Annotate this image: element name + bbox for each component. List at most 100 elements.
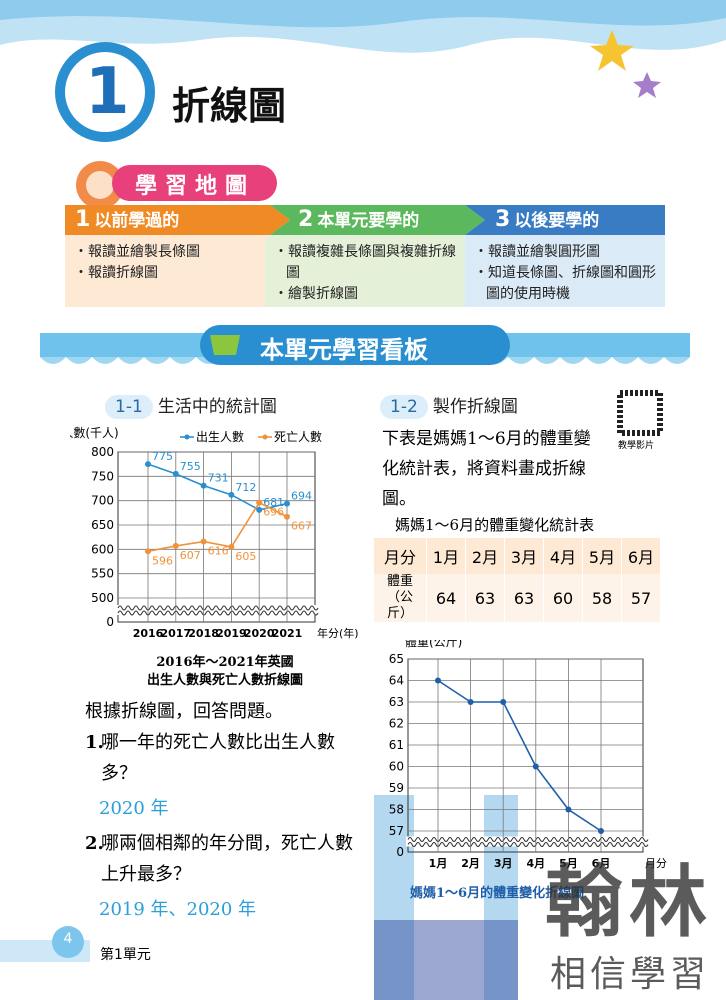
plot-area	[407, 658, 644, 853]
map-item: 報讀並繪製長條圖	[72, 242, 257, 263]
data-label: 755	[180, 460, 201, 473]
header-cell: 6月	[621, 538, 661, 574]
section-head: 1-2 製作折線圖	[380, 392, 518, 419]
map-item: 報讀折線圖	[72, 263, 257, 284]
header-cell: 月分	[374, 538, 427, 574]
data-label: 667	[291, 520, 312, 533]
y-tick-label: 58	[389, 803, 404, 817]
chart: 0 57 58 59 60 61 62 63 64 65 1月 2月 3月 4月 5月 6月 月分 體重(公斤)	[389, 640, 667, 870]
y-tick-label: 0	[106, 615, 114, 629]
table-header: 月分 1月 2月 3月 4月 5月 6月	[374, 538, 661, 574]
point	[565, 806, 572, 813]
x-tick-label: 2017	[160, 627, 191, 640]
y-axis-label: 人數(千人)	[70, 426, 119, 440]
axis-break-line	[407, 842, 649, 847]
x-tick-label: 2月	[461, 857, 480, 870]
watermark-slogan: 相信學習	[550, 954, 711, 995]
question-text: 哪一年的死亡人數比出生人數多？	[101, 732, 335, 784]
y-tick-label: 65	[389, 652, 404, 666]
unit-label: 第1單元	[100, 947, 151, 963]
map-number: 3	[495, 207, 511, 232]
point	[532, 763, 539, 770]
y-tick-label: 0	[396, 845, 404, 859]
x-tick-label: 6月	[592, 857, 611, 870]
x-tick-label: 2021	[272, 627, 303, 640]
legend-dot	[184, 434, 190, 440]
header-cell: 1月	[426, 538, 466, 574]
table: 月分 1月 2月 3月 4月 5月 6月 體重（公斤） 64 63 63 60 58 57	[374, 538, 661, 622]
section-number: 1-2	[380, 395, 428, 419]
unit-number: 1	[85, 55, 130, 129]
point	[284, 500, 290, 507]
x-tick-label: 2020	[244, 627, 275, 640]
data-label: 712	[235, 481, 256, 494]
watermark-brand: 翰林	[545, 858, 714, 948]
header-cell: 3月	[504, 538, 544, 574]
question-number: 1.	[85, 732, 104, 753]
point	[145, 461, 151, 468]
cell: 63	[465, 574, 505, 622]
map-heading-text: 本單元要學的	[317, 211, 420, 231]
legend-label: 死亡人數	[274, 430, 322, 444]
point	[200, 538, 207, 545]
table-title: 媽媽1～6月的體重變化統計表	[395, 516, 595, 534]
map-number: 2	[298, 207, 314, 232]
answer: 2020 年	[99, 798, 169, 819]
data-label: 596	[152, 554, 173, 567]
line	[437, 679, 602, 832]
point	[172, 542, 179, 549]
question: 1. 哪一年的死亡人數比出生人數多？ 2020 年 2. 哪兩個相鄰的年分間，死亡人…	[85, 727, 355, 925]
axis-break-line	[117, 605, 319, 611]
data-label: 694	[291, 490, 312, 503]
data-label: 605	[235, 550, 256, 563]
cell: 60	[543, 574, 583, 622]
axis-break-line	[117, 610, 319, 616]
point	[172, 470, 179, 477]
cell: 57	[621, 574, 661, 622]
x-tick-label: 2016	[133, 627, 164, 640]
qr-label: 教學影片	[618, 441, 655, 451]
caption-line: 2016年～2021年英國	[156, 655, 294, 670]
row-label: 體重（公斤）	[374, 574, 427, 622]
header-cell: 2月	[465, 538, 505, 574]
cell: 64	[426, 574, 466, 622]
data-label: 616	[208, 545, 229, 558]
header-cell: 4月	[543, 538, 583, 574]
point	[228, 491, 235, 498]
y-tick-label: 59	[389, 781, 404, 795]
y-tick-label: 500	[91, 591, 114, 605]
y-tick-label: 57	[389, 824, 404, 838]
legend-dot	[262, 434, 268, 440]
question-text: 哪兩個相鄰的年分間，死亡人數上升最多？	[101, 833, 353, 885]
point	[228, 543, 235, 550]
answer: 2019 年、2020 年	[99, 899, 257, 920]
data-label: 696	[263, 506, 284, 519]
prompt: 根據折線圖，回答問題。	[85, 701, 283, 722]
section-title: 製作折線圖	[432, 397, 518, 417]
point	[256, 506, 263, 513]
section-head: 1-1 生活中的統計圖	[105, 392, 277, 419]
map-heading: 2 本單元要學的	[298, 206, 419, 232]
axis-break	[116, 605, 317, 615]
map-label: 學習地圖	[134, 174, 255, 199]
x-tick-label: 2018	[188, 627, 219, 640]
line	[147, 501, 288, 553]
y-tick-label: 550	[91, 567, 114, 581]
map-heading-text: 以後要學的	[514, 211, 600, 231]
map-items: 報讀複雜長條圖與複雜折線圖 繪製折線圖	[272, 242, 457, 305]
cell: 58	[582, 574, 622, 622]
map-item: 報讀並繪製圓形圖	[472, 242, 657, 263]
point	[256, 499, 263, 506]
header-cell: 5月	[582, 538, 622, 574]
point	[500, 699, 507, 705]
map-item: 知道長條圖、折線圖和圓形圖的使用時機	[472, 263, 657, 305]
point	[145, 548, 151, 555]
y-tick-label: 60	[389, 760, 404, 774]
y-tick-label: 63	[389, 695, 404, 709]
map-items: 報讀並繪製長條圖 報讀折線圖	[72, 242, 257, 284]
chart: 0500550600650700750800201620172018201920…	[70, 426, 359, 640]
map-heading: 3 以後要學的	[495, 206, 599, 232]
point	[598, 828, 604, 834]
point	[284, 513, 290, 520]
y-tick-label: 650	[91, 518, 114, 532]
